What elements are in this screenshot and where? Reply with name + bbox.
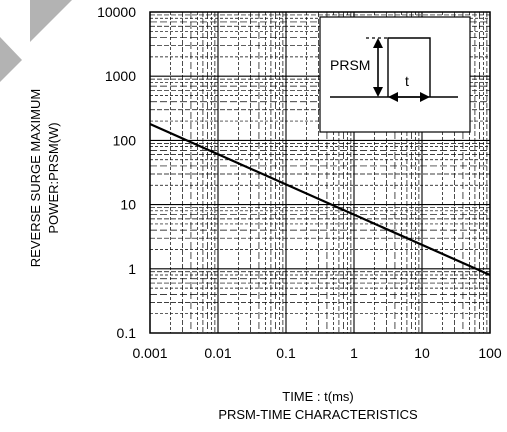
x-axis-label: TIME : t(ms) (282, 389, 354, 404)
plot-frame (149, 11, 491, 334)
y-tick-label: 10 (120, 197, 136, 213)
inset-label-t: t (405, 73, 409, 89)
y-tick-label: 100 (113, 132, 137, 148)
x-tick-label: 1 (350, 345, 358, 361)
inset-pulse (387, 37, 431, 97)
inset-time-arrowhead-right (420, 92, 430, 102)
inset-power-arrowhead-up (373, 38, 383, 48)
y-tick-label: 0.1 (117, 325, 137, 341)
y-axis-label-line1: REVERSE SURGE MAXIMUM (28, 89, 43, 267)
x-tick-label: 0.1 (276, 345, 296, 361)
y-axis-label-line2: POWER:PRSM(W) (46, 122, 61, 233)
inset-label-prsm: PRSM (330, 57, 370, 73)
inset-time-arrowhead-left (388, 92, 398, 102)
chart-caption: PRSM-TIME CHARACTERISTICS (218, 407, 418, 422)
pulse-inset: PRSM t (319, 16, 471, 133)
y-tick-labels: 0.1 1 10 100 1000 10000 (97, 4, 136, 341)
prsm-series-line (149, 123, 491, 277)
x-tick-label: 100 (478, 345, 502, 361)
series-layer (149, 123, 491, 277)
y-tick-label: 1000 (105, 68, 136, 84)
x-tick-labels: 0.001 0.01 0.1 1 10 100 (132, 345, 501, 361)
y-tick-label: 10000 (97, 4, 136, 20)
x-tick-label: 0.01 (204, 345, 231, 361)
x-tick-label: 10 (414, 345, 430, 361)
y-tick-label: 1 (128, 261, 136, 277)
inset-box (319, 16, 471, 133)
x-tick-label: 0.001 (132, 345, 167, 361)
inset-power-arrowhead-down (373, 87, 383, 97)
